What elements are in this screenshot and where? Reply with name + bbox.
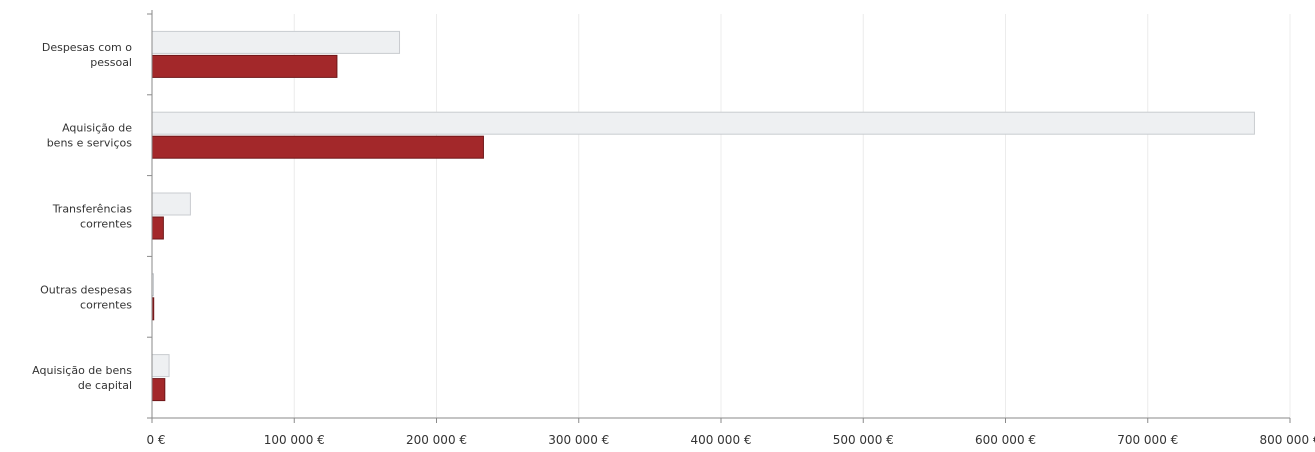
x-tick-label-5: 500 000 € xyxy=(833,433,894,447)
category-label-0-line-0: Despesas com o xyxy=(42,41,132,54)
category-label-3-line-1: correntes xyxy=(80,298,132,311)
bar-0-series-0 xyxy=(151,30,401,54)
category-label-1-line-0: Aquisição de xyxy=(62,122,132,135)
category-label-2-line-1: correntes xyxy=(80,218,132,231)
grid-lines xyxy=(293,14,1291,418)
x-tick-label-2: 200 000 € xyxy=(406,433,467,447)
category-label-2-line-0: Transferências xyxy=(52,203,133,216)
x-tick-labels: 0 € 100 000 € 200 000 € 300 000 € 400 000 € 5… xyxy=(146,433,1315,447)
category-label-0-line-1: pessoal xyxy=(90,56,132,69)
bar-1-series-0 xyxy=(151,111,1255,135)
bar-1-series-1 xyxy=(151,135,484,159)
category-label-3-line-0: Outras despesas xyxy=(40,283,132,296)
bar-4-series-0 xyxy=(151,354,170,378)
x-tick-label-0: 0 € xyxy=(146,433,165,447)
category-labels: Despesas com o pessoal Aquisição de bens e … xyxy=(32,41,132,392)
category-label-4-line-1: de capital xyxy=(78,379,132,392)
axes xyxy=(147,10,1291,423)
bar-0-series-1 xyxy=(151,54,338,78)
x-tick-label-8: 800 000 € xyxy=(1259,433,1315,447)
bar-2-series-1 xyxy=(151,216,164,240)
category-label-1-line-1: bens e serviços xyxy=(47,137,133,150)
x-tick-label-1: 100 000 € xyxy=(264,433,325,447)
category-label-4-line-0: Aquisição de bens xyxy=(32,364,132,377)
x-tick-label-6: 600 000 € xyxy=(975,433,1036,447)
bars xyxy=(151,30,1255,402)
x-tick-label-4: 400 000 € xyxy=(690,433,751,447)
x-tick-label-7: 700 000 € xyxy=(1117,433,1178,447)
x-tick-label-3: 300 000 € xyxy=(548,433,609,447)
bar-2-series-0 xyxy=(151,192,191,216)
bar-4-series-1 xyxy=(151,378,166,402)
